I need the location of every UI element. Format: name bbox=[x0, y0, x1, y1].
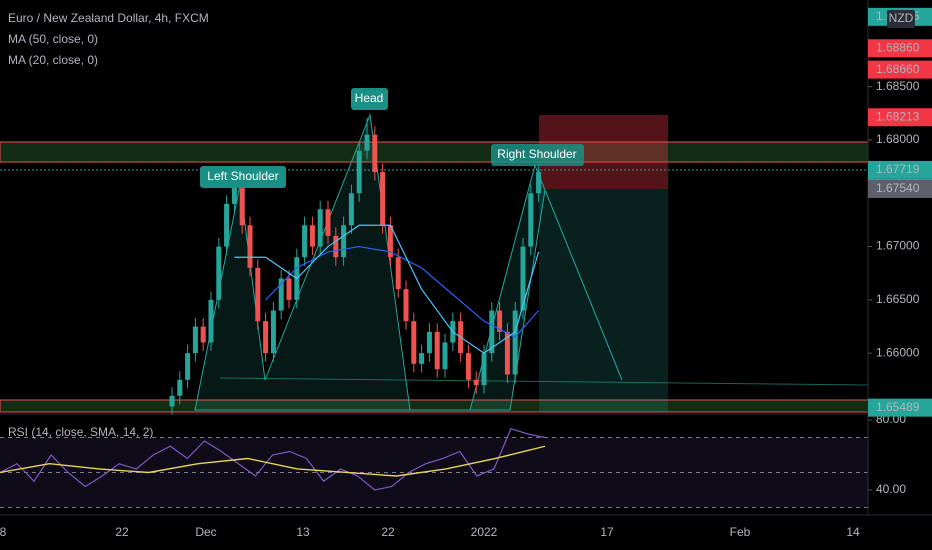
price-label: 1.67719 bbox=[876, 162, 920, 176]
candle-body bbox=[512, 310, 518, 375]
price-label-box bbox=[868, 60, 932, 79]
annotation: Right Shoulder bbox=[497, 147, 576, 161]
indicator-label: MA (20, close, 0) bbox=[8, 53, 98, 67]
candle-body bbox=[489, 310, 495, 354]
price-label: 1.68213 bbox=[876, 109, 920, 123]
candle-body bbox=[372, 134, 378, 172]
candle-body bbox=[442, 342, 448, 370]
x-tick-label: 14 bbox=[846, 525, 860, 539]
price-label-box bbox=[868, 398, 932, 417]
candle-body bbox=[169, 395, 175, 407]
price-label-box bbox=[868, 39, 932, 58]
rsi-line bbox=[0, 445, 546, 477]
candle-body bbox=[497, 310, 503, 332]
resistance-zone bbox=[0, 141, 869, 163]
candle-body bbox=[302, 225, 308, 258]
projection-line bbox=[544, 189, 623, 381]
candle-body bbox=[403, 289, 409, 322]
x-tick-label: 8 bbox=[0, 525, 7, 539]
currency: NZD bbox=[889, 11, 914, 25]
y-tick-label: 1.66500 bbox=[876, 292, 920, 306]
candle-body bbox=[216, 246, 222, 300]
ma-line bbox=[265, 245, 540, 338]
candle-body bbox=[200, 326, 206, 343]
candle-body bbox=[504, 331, 510, 375]
candle-body bbox=[231, 187, 237, 204]
y-tick-label: 1.68500 bbox=[876, 79, 920, 93]
candle-body bbox=[387, 225, 393, 258]
pattern-shape bbox=[194, 113, 546, 411]
price-label: 1.65489 bbox=[876, 400, 920, 414]
rsi-title: RSI (14, close, SMA, 14, 2) bbox=[8, 425, 153, 439]
indicator-label: MA (50, close, 0) bbox=[8, 32, 98, 46]
candle-body bbox=[520, 246, 526, 311]
neckline bbox=[219, 377, 869, 386]
candle-body bbox=[247, 225, 253, 268]
candle-body bbox=[325, 209, 331, 236]
x-tick-label: 13 bbox=[296, 525, 310, 539]
candle-body bbox=[263, 321, 269, 354]
x-tick-label: 2022 bbox=[471, 525, 498, 539]
y-tick-label: 1.68000 bbox=[876, 132, 920, 146]
price-label: 1.68660 bbox=[876, 62, 920, 76]
candle-body bbox=[473, 379, 479, 386]
candle-body bbox=[356, 150, 362, 194]
y-tick-label: 1.67000 bbox=[876, 239, 920, 253]
x-tick-label: Dec bbox=[195, 525, 216, 539]
candle-body bbox=[419, 353, 425, 364]
candle-body bbox=[185, 353, 191, 380]
annotation-box bbox=[491, 144, 584, 166]
annotation: Left Shoulder bbox=[207, 169, 278, 183]
candle-body bbox=[255, 267, 261, 322]
candle-body bbox=[481, 353, 487, 386]
candle-body bbox=[426, 331, 432, 354]
candle-body bbox=[239, 187, 245, 226]
candle-body bbox=[380, 171, 386, 226]
rsi-line bbox=[0, 428, 546, 491]
ma-line bbox=[234, 224, 540, 354]
candle-body bbox=[341, 225, 347, 258]
annotation-box bbox=[351, 88, 388, 110]
currency-box bbox=[887, 10, 915, 28]
candle-body bbox=[333, 235, 339, 258]
price-label-box bbox=[868, 160, 932, 179]
candle-body bbox=[278, 278, 284, 311]
candle-body bbox=[348, 193, 354, 226]
candle-body bbox=[364, 134, 370, 151]
candle-body bbox=[208, 299, 214, 343]
candle-body bbox=[286, 278, 292, 300]
candle-body bbox=[192, 326, 198, 354]
price-label: 1.68860 bbox=[876, 40, 920, 54]
candle-body bbox=[528, 193, 534, 247]
x-tick-label: Feb bbox=[730, 525, 751, 539]
price-label-box bbox=[868, 108, 932, 127]
candle-body bbox=[411, 321, 417, 364]
candle-body bbox=[177, 379, 183, 396]
y-tick-label: 1.66000 bbox=[876, 345, 920, 359]
x-tick-label: 17 bbox=[600, 525, 614, 539]
annotation-box bbox=[200, 166, 286, 188]
candle-body bbox=[536, 171, 542, 194]
x-tick-label: 22 bbox=[381, 525, 395, 539]
candle-body bbox=[270, 310, 276, 354]
candle-body bbox=[395, 257, 401, 290]
price-label-box bbox=[868, 179, 932, 198]
annotation: Head bbox=[355, 91, 384, 105]
y-tick-label: 40.00 bbox=[876, 482, 906, 496]
price-label: 1.67540 bbox=[876, 181, 920, 195]
candle-body bbox=[309, 225, 315, 247]
target-zone bbox=[539, 189, 668, 412]
chart-title: Euro / New Zealand Dollar, 4h, FXCM bbox=[8, 11, 209, 25]
candle-body bbox=[317, 209, 323, 247]
candle-body bbox=[465, 353, 471, 380]
x-tick-label: 22 bbox=[115, 525, 129, 539]
candle-body bbox=[224, 203, 230, 247]
candle-body bbox=[434, 331, 440, 370]
